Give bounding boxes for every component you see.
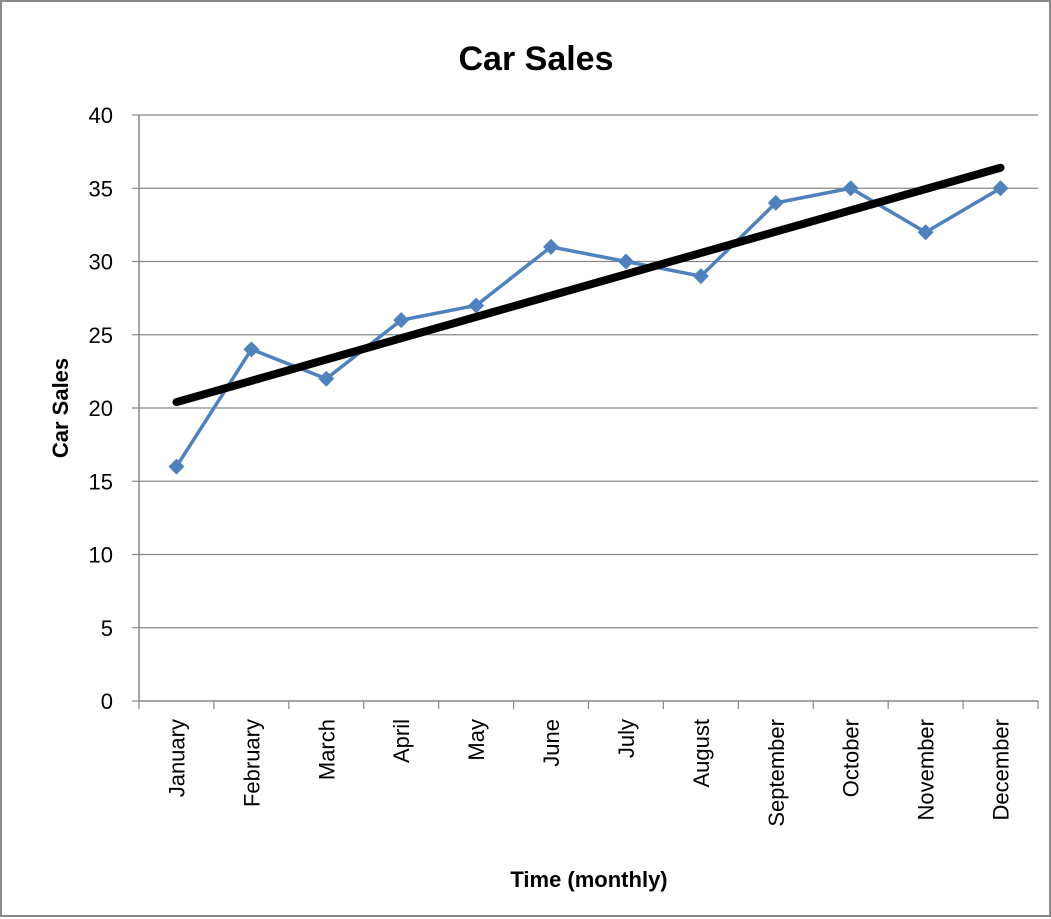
data-point (168, 458, 185, 475)
x-tick-label: February (239, 719, 264, 807)
data-point (243, 341, 260, 358)
x-tick-label: October (839, 719, 864, 797)
y-tick-label: 15 (89, 469, 113, 494)
x-tick-label: August (689, 719, 714, 788)
data-point (917, 224, 934, 241)
trendline (172, 163, 1005, 407)
x-tick-label: September (764, 719, 789, 827)
x-tick-label: March (314, 719, 339, 780)
x-axis-title: Time (monthly) (510, 867, 667, 892)
y-tick-label: 10 (89, 543, 113, 568)
x-tick-label: November (914, 719, 939, 820)
data-point (767, 194, 784, 211)
axes (132, 114, 1039, 709)
y-tick-label: 35 (89, 176, 113, 201)
y-axis-title: Car Sales (48, 358, 73, 458)
data-point (393, 312, 410, 329)
y-axis-tick-labels: 0 5 10 15 20 25 30 35 40 (89, 103, 113, 714)
y-tick-label: 0 (101, 689, 113, 714)
x-tick-label: April (389, 719, 414, 763)
y-tick-label: 5 (101, 616, 113, 641)
data-point (543, 238, 560, 255)
x-tick-label: January (164, 719, 189, 797)
gridlines (139, 114, 1038, 629)
x-tick-label: June (539, 719, 564, 767)
y-tick-label: 25 (89, 323, 113, 348)
y-tick-label: 30 (89, 250, 113, 275)
x-tick-label: May (464, 719, 489, 761)
trendline-line (172, 163, 1005, 407)
data-point (842, 180, 859, 197)
data-point (318, 370, 335, 387)
series-line (174, 186, 1002, 468)
data-point (992, 180, 1009, 197)
data-point (692, 268, 709, 285)
series-sales (168, 180, 1009, 475)
x-tick-label: July (614, 719, 639, 758)
y-tick-label: 20 (89, 396, 113, 421)
x-tick-label: December (989, 719, 1014, 820)
y-tick-label: 40 (89, 103, 113, 128)
data-point (468, 297, 485, 314)
x-axis-tick-labels: January February March April May June July Augu… (164, 719, 1013, 827)
chart-title: Car Sales (459, 40, 614, 78)
data-point (617, 253, 634, 270)
